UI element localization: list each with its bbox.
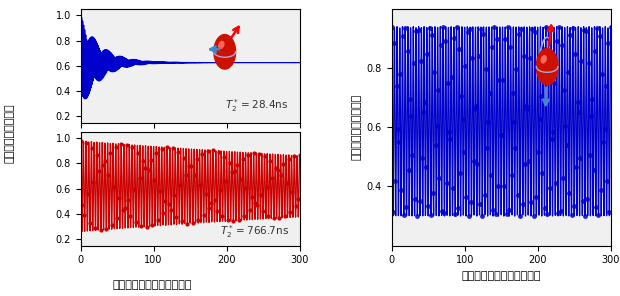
Y-axis label: 量子ビット上向き確率: 量子ビット上向き確率 xyxy=(351,94,361,160)
Text: $T_2^* = 28.4\mathrm{ns}$: $T_2^* = 28.4\mathrm{ns}$ xyxy=(226,97,289,114)
Text: $T_2^* = 766.7\mathrm{ns}$: $T_2^* = 766.7\mathrm{ns}$ xyxy=(219,223,289,240)
Ellipse shape xyxy=(541,56,546,63)
Text: 量子ビット時間（ナノ秒）: 量子ビット時間（ナノ秒） xyxy=(112,280,192,290)
Ellipse shape xyxy=(219,41,224,48)
Circle shape xyxy=(536,49,558,85)
Circle shape xyxy=(214,35,236,69)
Text: 量子ビット右向確率: 量子ビット右向確率 xyxy=(5,103,15,163)
X-axis label: 量子ビット時間（ナノ秒）: 量子ビット時間（ナノ秒） xyxy=(461,271,541,281)
